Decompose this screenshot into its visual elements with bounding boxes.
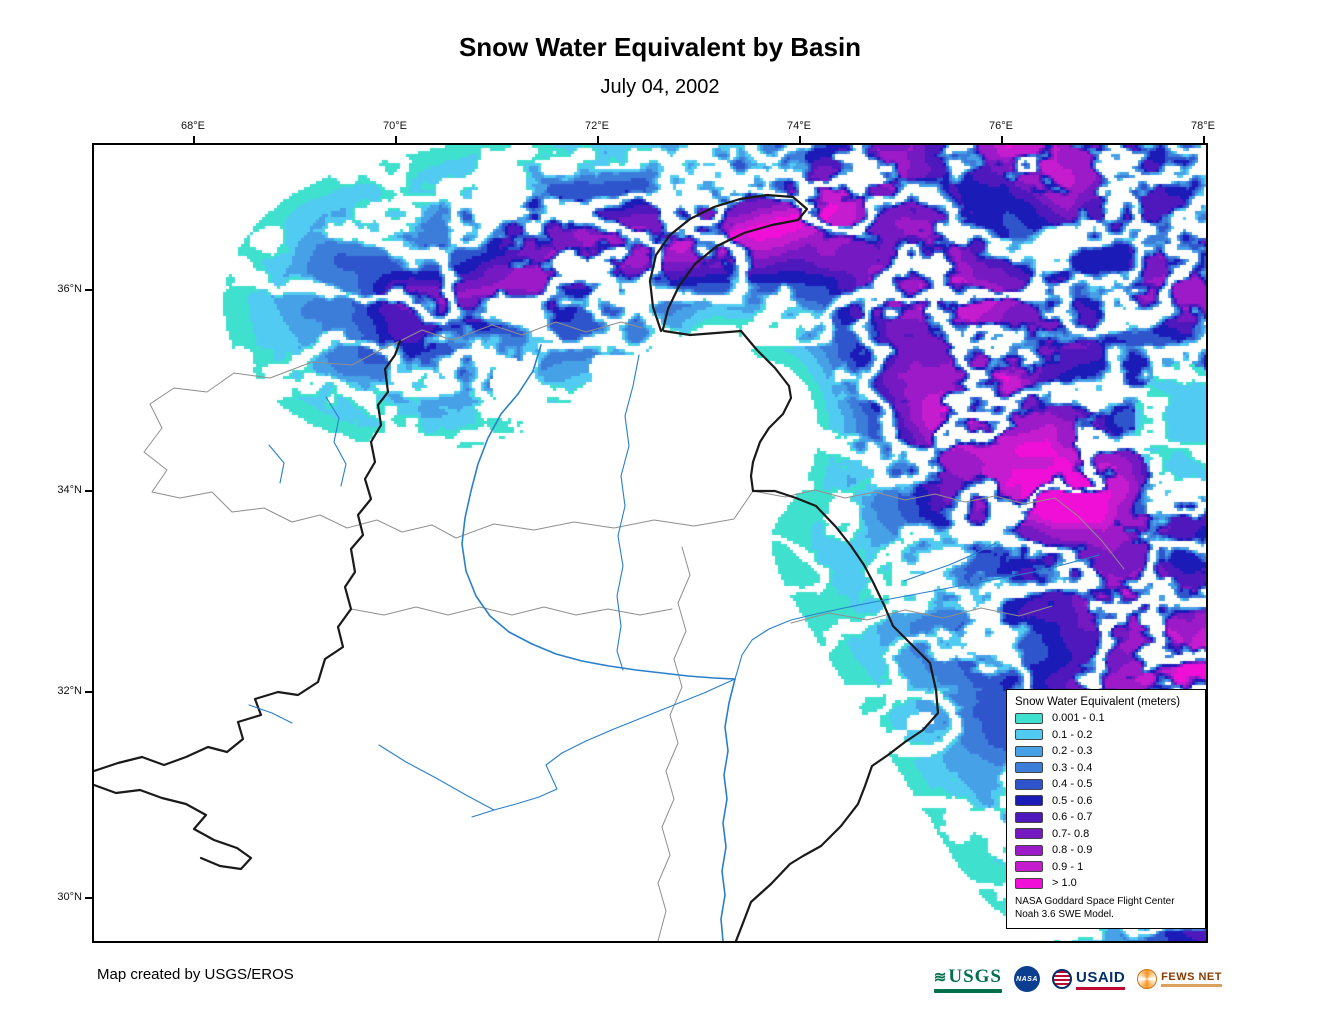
usgs-tagline-bar: [933, 988, 1002, 993]
legend-class-label: 0.7- 0.8: [1052, 827, 1090, 840]
legend-class-label: 0.1 - 0.2: [1052, 728, 1093, 741]
legend-row: 0.1 - 0.2: [1015, 729, 1197, 741]
lon-tick-label-78e: 78°E: [1191, 120, 1215, 132]
river-northwest-stream-1: [325, 396, 347, 487]
legend-row: 0.8 - 0.9: [1015, 844, 1197, 856]
river-southwest-branch: [471, 678, 736, 818]
basin-outline-south-horizontal: [350, 606, 673, 616]
legend-swatch: [1015, 729, 1043, 740]
legend-row: 0.9 - 1: [1015, 861, 1197, 873]
legend-class-label: 0.9 - 1: [1052, 860, 1084, 873]
lon-tick-label-72e: 72°E: [585, 120, 609, 132]
lon-tick-label-68e: 68°E: [181, 120, 205, 132]
page-title: Snow Water Equivalent by Basin: [458, 32, 862, 62]
river-east-long: [734, 554, 1100, 680]
boundary-upper-basin: [648, 193, 809, 333]
usgs-waves-icon: ≋: [933, 968, 947, 986]
legend-swatch: [1015, 745, 1043, 757]
lon-tick-72e: [597, 136, 599, 143]
basin-outline-northwest: [143, 340, 457, 539]
legend-note: NASA Goddard Space Flight Center Noah 3.…: [1015, 895, 1197, 921]
legend-swatch: [1015, 762, 1043, 773]
legend-row: 0.5 - 0.6: [1015, 795, 1197, 807]
fews-net-wordmark: FEWS NET: [1161, 971, 1222, 983]
usaid-tagline-bar: [1075, 986, 1126, 990]
map-credit: Map created by USGS/EROS: [97, 966, 294, 983]
fews-net-logo: FEWS NET: [1137, 969, 1222, 989]
legend-class-label: 0.6 - 0.7: [1052, 811, 1093, 823]
legend-row: 0.4 - 0.5: [1015, 778, 1197, 790]
legend-class-label: 0.5 - 0.6: [1052, 794, 1093, 807]
legend-note-line1: NASA Goddard Space Flight Center: [1015, 896, 1175, 907]
usgs-wordmark: USGS: [948, 965, 1002, 987]
lat-tick-label-34n: 34°N: [57, 484, 82, 496]
lon-tick-74e: [799, 136, 801, 143]
lon-tick-78e: [1203, 136, 1205, 143]
fews-net-tagline-bar: [1161, 984, 1222, 987]
legend-swatch: [1015, 712, 1043, 724]
legend-swatch: [1015, 828, 1043, 839]
lat-tick-36n: [85, 289, 92, 291]
usgs-logo: ≋ USGS: [933, 965, 1002, 993]
usaid-seal-icon: [1051, 969, 1072, 989]
fews-globe-icon: [1137, 969, 1158, 989]
legend-swatch: [1015, 778, 1043, 790]
lon-tick-70e: [395, 136, 397, 143]
legend-class-label: 0.2 - 0.3: [1052, 745, 1093, 757]
legend-swatch: [1015, 811, 1043, 823]
river-lower-left: [248, 704, 293, 724]
lat-tick-label-32n: 32°N: [57, 685, 82, 697]
lat-tick-32n: [85, 691, 92, 693]
legend-class-label: 0.4 - 0.5: [1052, 778, 1093, 790]
lon-tick-76e: [1001, 136, 1003, 143]
river-southwest-tributary: [378, 744, 495, 811]
legend-swatch: [1015, 795, 1043, 806]
legend-row: 0.001 - 0.1: [1015, 712, 1197, 724]
map-frame: Snow Water Equivalent (meters) 0.001 - 0…: [92, 143, 1208, 943]
legend-class-label: 0.8 - 0.9: [1052, 844, 1093, 856]
lat-tick-label-30n: 30°N: [57, 891, 82, 903]
legend-class-label: 0.3 - 0.4: [1052, 761, 1093, 774]
legend-row: 0.6 - 0.7: [1015, 811, 1197, 823]
basin-outline-mid: [455, 490, 754, 539]
river-northwest-stream-2: [268, 444, 285, 484]
river-main-west: [461, 344, 736, 680]
page-subtitle: July 04, 2002: [600, 76, 720, 98]
lon-tick-label-76e: 76°E: [989, 120, 1013, 132]
basin-outline-south-vertical: [657, 546, 691, 941]
vector-overlay: [94, 193, 1125, 941]
boundary-main: [662, 329, 940, 941]
basin-outline-east-wedge: [790, 605, 1053, 624]
boundary-southwest-hook: [94, 783, 253, 871]
nasa-logo: NASA: [1013, 966, 1040, 992]
river-south-outflow: [720, 678, 736, 941]
legend-title: Snow Water Equivalent (meters): [1015, 695, 1181, 708]
nasa-wordmark: NASA: [1016, 975, 1038, 983]
legend-row: > 1.0: [1015, 877, 1197, 889]
legend: Snow Water Equivalent (meters) 0.001 - 0…: [1006, 688, 1206, 929]
lat-tick-label-36n: 36°N: [57, 283, 82, 295]
legend-row: 0.3 - 0.4: [1015, 762, 1197, 774]
legend-row: 0.7- 0.8: [1015, 828, 1197, 840]
legend-swatch: [1015, 861, 1043, 872]
basin-outline-snow-edge: [399, 321, 643, 342]
lat-tick-30n: [85, 897, 92, 899]
lon-tick-label-74e: 74°E: [787, 120, 811, 132]
river-center: [616, 354, 640, 671]
legend-swatch: [1015, 877, 1043, 889]
lon-tick-68e: [193, 136, 195, 143]
usaid-wordmark: USAID: [1075, 968, 1126, 986]
logo-row: ≋ USGS NASA USAID FEWS NET: [933, 962, 1222, 996]
lat-tick-34n: [85, 490, 92, 492]
legend-swatch: [1015, 844, 1043, 856]
legend-class-label: 0.001 - 0.1: [1052, 712, 1105, 724]
boundary-west: [94, 339, 402, 773]
legend-row: 0.2 - 0.3: [1015, 745, 1197, 757]
legend-note-line2: Noah 3.6 SWE Model.: [1015, 909, 1114, 920]
usaid-logo: USAID: [1051, 968, 1126, 990]
basin-outline-east: [752, 489, 1125, 570]
river-east-wedge-stream: [903, 542, 997, 582]
lon-tick-label-70e: 70°E: [383, 120, 407, 132]
legend-class-label: > 1.0: [1052, 877, 1077, 889]
